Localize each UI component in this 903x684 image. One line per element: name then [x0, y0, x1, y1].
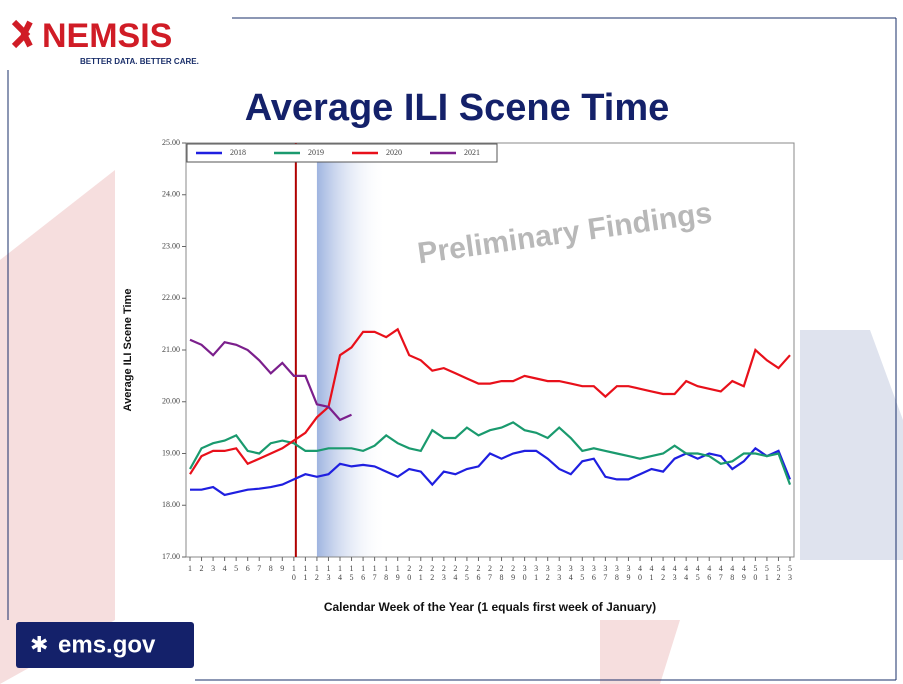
- chart-title: Average ILI Scene Time: [245, 87, 670, 129]
- x-tick-label: 3: [211, 564, 215, 573]
- y-tick-label: 20.00: [162, 397, 180, 406]
- bg-shape: [800, 330, 903, 560]
- y-tick-label: 19.00: [162, 448, 180, 457]
- footer-icon: ✱: [30, 632, 48, 657]
- y-tick-label: 24.00: [162, 190, 180, 199]
- y-tick-label: 22.00: [162, 293, 180, 302]
- y-tick-label: 25.00: [162, 138, 180, 147]
- legend-label: 2020: [386, 148, 402, 157]
- x-tick-label: 9: [280, 564, 284, 573]
- logo-icon: [11, 19, 33, 49]
- x-tick-label: 5: [234, 564, 238, 573]
- legend-label: 2021: [464, 148, 480, 157]
- x-tick-label: 6: [246, 564, 250, 573]
- legend-box: [186, 143, 498, 163]
- shaded-range: [316, 143, 387, 557]
- x-tick-label: 1: [188, 564, 192, 573]
- y-tick-label: 18.00: [162, 500, 180, 509]
- y-tick-label: 21.00: [162, 345, 180, 354]
- x-tick-label: 4: [223, 564, 227, 573]
- footer-badge: [16, 622, 194, 668]
- x-tick-label: 2: [200, 564, 204, 573]
- y-tick-label: 23.00: [162, 241, 180, 250]
- logo-tagline: BETTER DATA. BETTER CARE.: [80, 57, 199, 66]
- series-line: [190, 446, 792, 497]
- series-line: [189, 327, 791, 475]
- bg-shape: [0, 170, 115, 684]
- plot: 17.00 18.00 19.00 20.00 21.00 22.00 23.00 24.00…: [122, 138, 795, 614]
- series-line: [189, 338, 352, 422]
- bg-shape: [600, 620, 680, 684]
- y-axis-label: Average ILI Scene Time: [122, 289, 134, 412]
- x-tick-label: 8: [269, 564, 273, 573]
- y-tick-label: 17.00: [162, 552, 180, 561]
- legend-label: 2018: [230, 148, 246, 157]
- logo: NEMSIS BETTER DATA. BETTER CARE.: [11, 17, 199, 66]
- footer-site: ems.gov: [58, 631, 156, 658]
- logo-name: NEMSIS: [42, 17, 172, 55]
- legend-label: 2019: [308, 148, 324, 157]
- x-axis-label: Calendar Week of the Year (1 equals firs…: [324, 600, 656, 614]
- x-tick-label: 7: [257, 564, 261, 573]
